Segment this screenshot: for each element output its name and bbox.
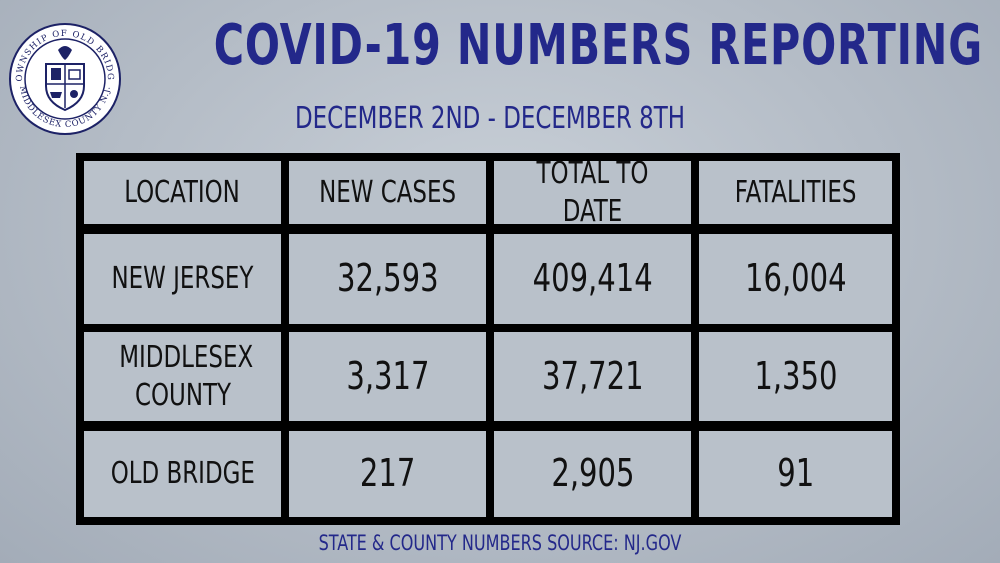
old-bridge-fatalities: 91 xyxy=(699,431,892,517)
old-bridge-new-cases: 217 xyxy=(289,431,486,517)
row-location-middlesex-county: MIDDLESEX COUNTY xyxy=(84,332,281,421)
row-location-old-bridge: OLD BRIDGE xyxy=(84,431,281,517)
middlesex-fatalities: 1,350 xyxy=(699,332,892,421)
header-total-to-date: TOTAL TO DATE xyxy=(494,156,691,229)
date-range-subtitle: DECEMBER 2ND - DECEMBER 8TH xyxy=(295,101,685,136)
new-jersey-total-to-date: 409,414 xyxy=(494,234,691,324)
source-footnote: STATE & COUNTY NUMBERS SOURCE: NJ.GOV xyxy=(318,531,682,555)
new-jersey-fatalities: 16,004 xyxy=(699,234,892,324)
page-title: COVID-19 NUMBERS REPORTING xyxy=(213,13,983,78)
header-location: LOCATION xyxy=(84,161,281,224)
middlesex-total-to-date: 37,721 xyxy=(494,332,691,421)
middlesex-new-cases: 3,317 xyxy=(289,332,486,421)
old-bridge-total-to-date: 2,905 xyxy=(494,431,691,517)
header-new-cases: NEW CASES xyxy=(289,161,486,224)
new-jersey-new-cases: 32,593 xyxy=(289,234,486,324)
header-fatalities: FATALITIES xyxy=(699,161,892,224)
township-seal-logo: TOWNSHIP OF OLD BRIDGE MIDDLESEX COUNTY … xyxy=(8,22,121,135)
covid-numbers-table: LOCATION NEW CASES TOTAL TO DATE FATALIT… xyxy=(76,153,900,525)
row-location-new-jersey: NEW JERSEY xyxy=(84,234,281,324)
